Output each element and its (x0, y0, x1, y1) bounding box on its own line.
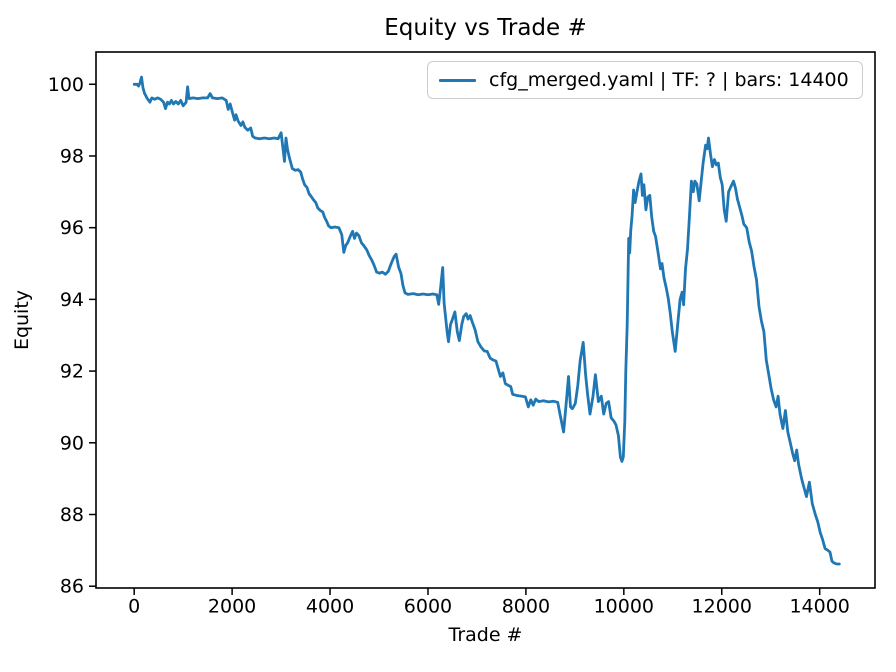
y-tick-label: 100 (48, 74, 84, 96)
x-tick-label: 12000 (692, 596, 752, 618)
tick-marks (89, 83, 821, 595)
chart-title: Equity vs Trade # (384, 15, 587, 41)
tick-labels: 0 2000 4000 6000 8000 10000 12000 14000 86 88 90 92… (48, 74, 850, 618)
x-axis-label: Trade # (448, 624, 523, 646)
equity-series-line (132, 75, 841, 566)
y-tick-label: 92 (60, 361, 84, 383)
y-tick-label: 96 (60, 217, 84, 239)
x-tick-label: 14000 (789, 596, 849, 618)
x-tick-label: 6000 (404, 596, 452, 618)
legend-label: cfg_merged.yaml | TF: ? | bars: 14400 (489, 69, 849, 91)
x-tick-label: 0 (128, 596, 140, 618)
x-tick-label: 2000 (208, 596, 256, 618)
x-tick-label: 10000 (594, 596, 654, 618)
x-tick-label: 8000 (502, 596, 550, 618)
y-tick-label: 88 (60, 504, 84, 526)
y-tick-label: 98 (60, 145, 84, 167)
y-tick-label: 90 (60, 432, 84, 454)
legend-box: cfg_merged.yaml | TF: ? | bars: 14400 (427, 61, 863, 99)
y-tick-label: 94 (60, 289, 84, 311)
x-tick-label: 4000 (306, 596, 354, 618)
y-tick-label: 86 (60, 576, 84, 598)
legend-line-sample (439, 78, 476, 82)
axes-spines (95, 51, 876, 589)
